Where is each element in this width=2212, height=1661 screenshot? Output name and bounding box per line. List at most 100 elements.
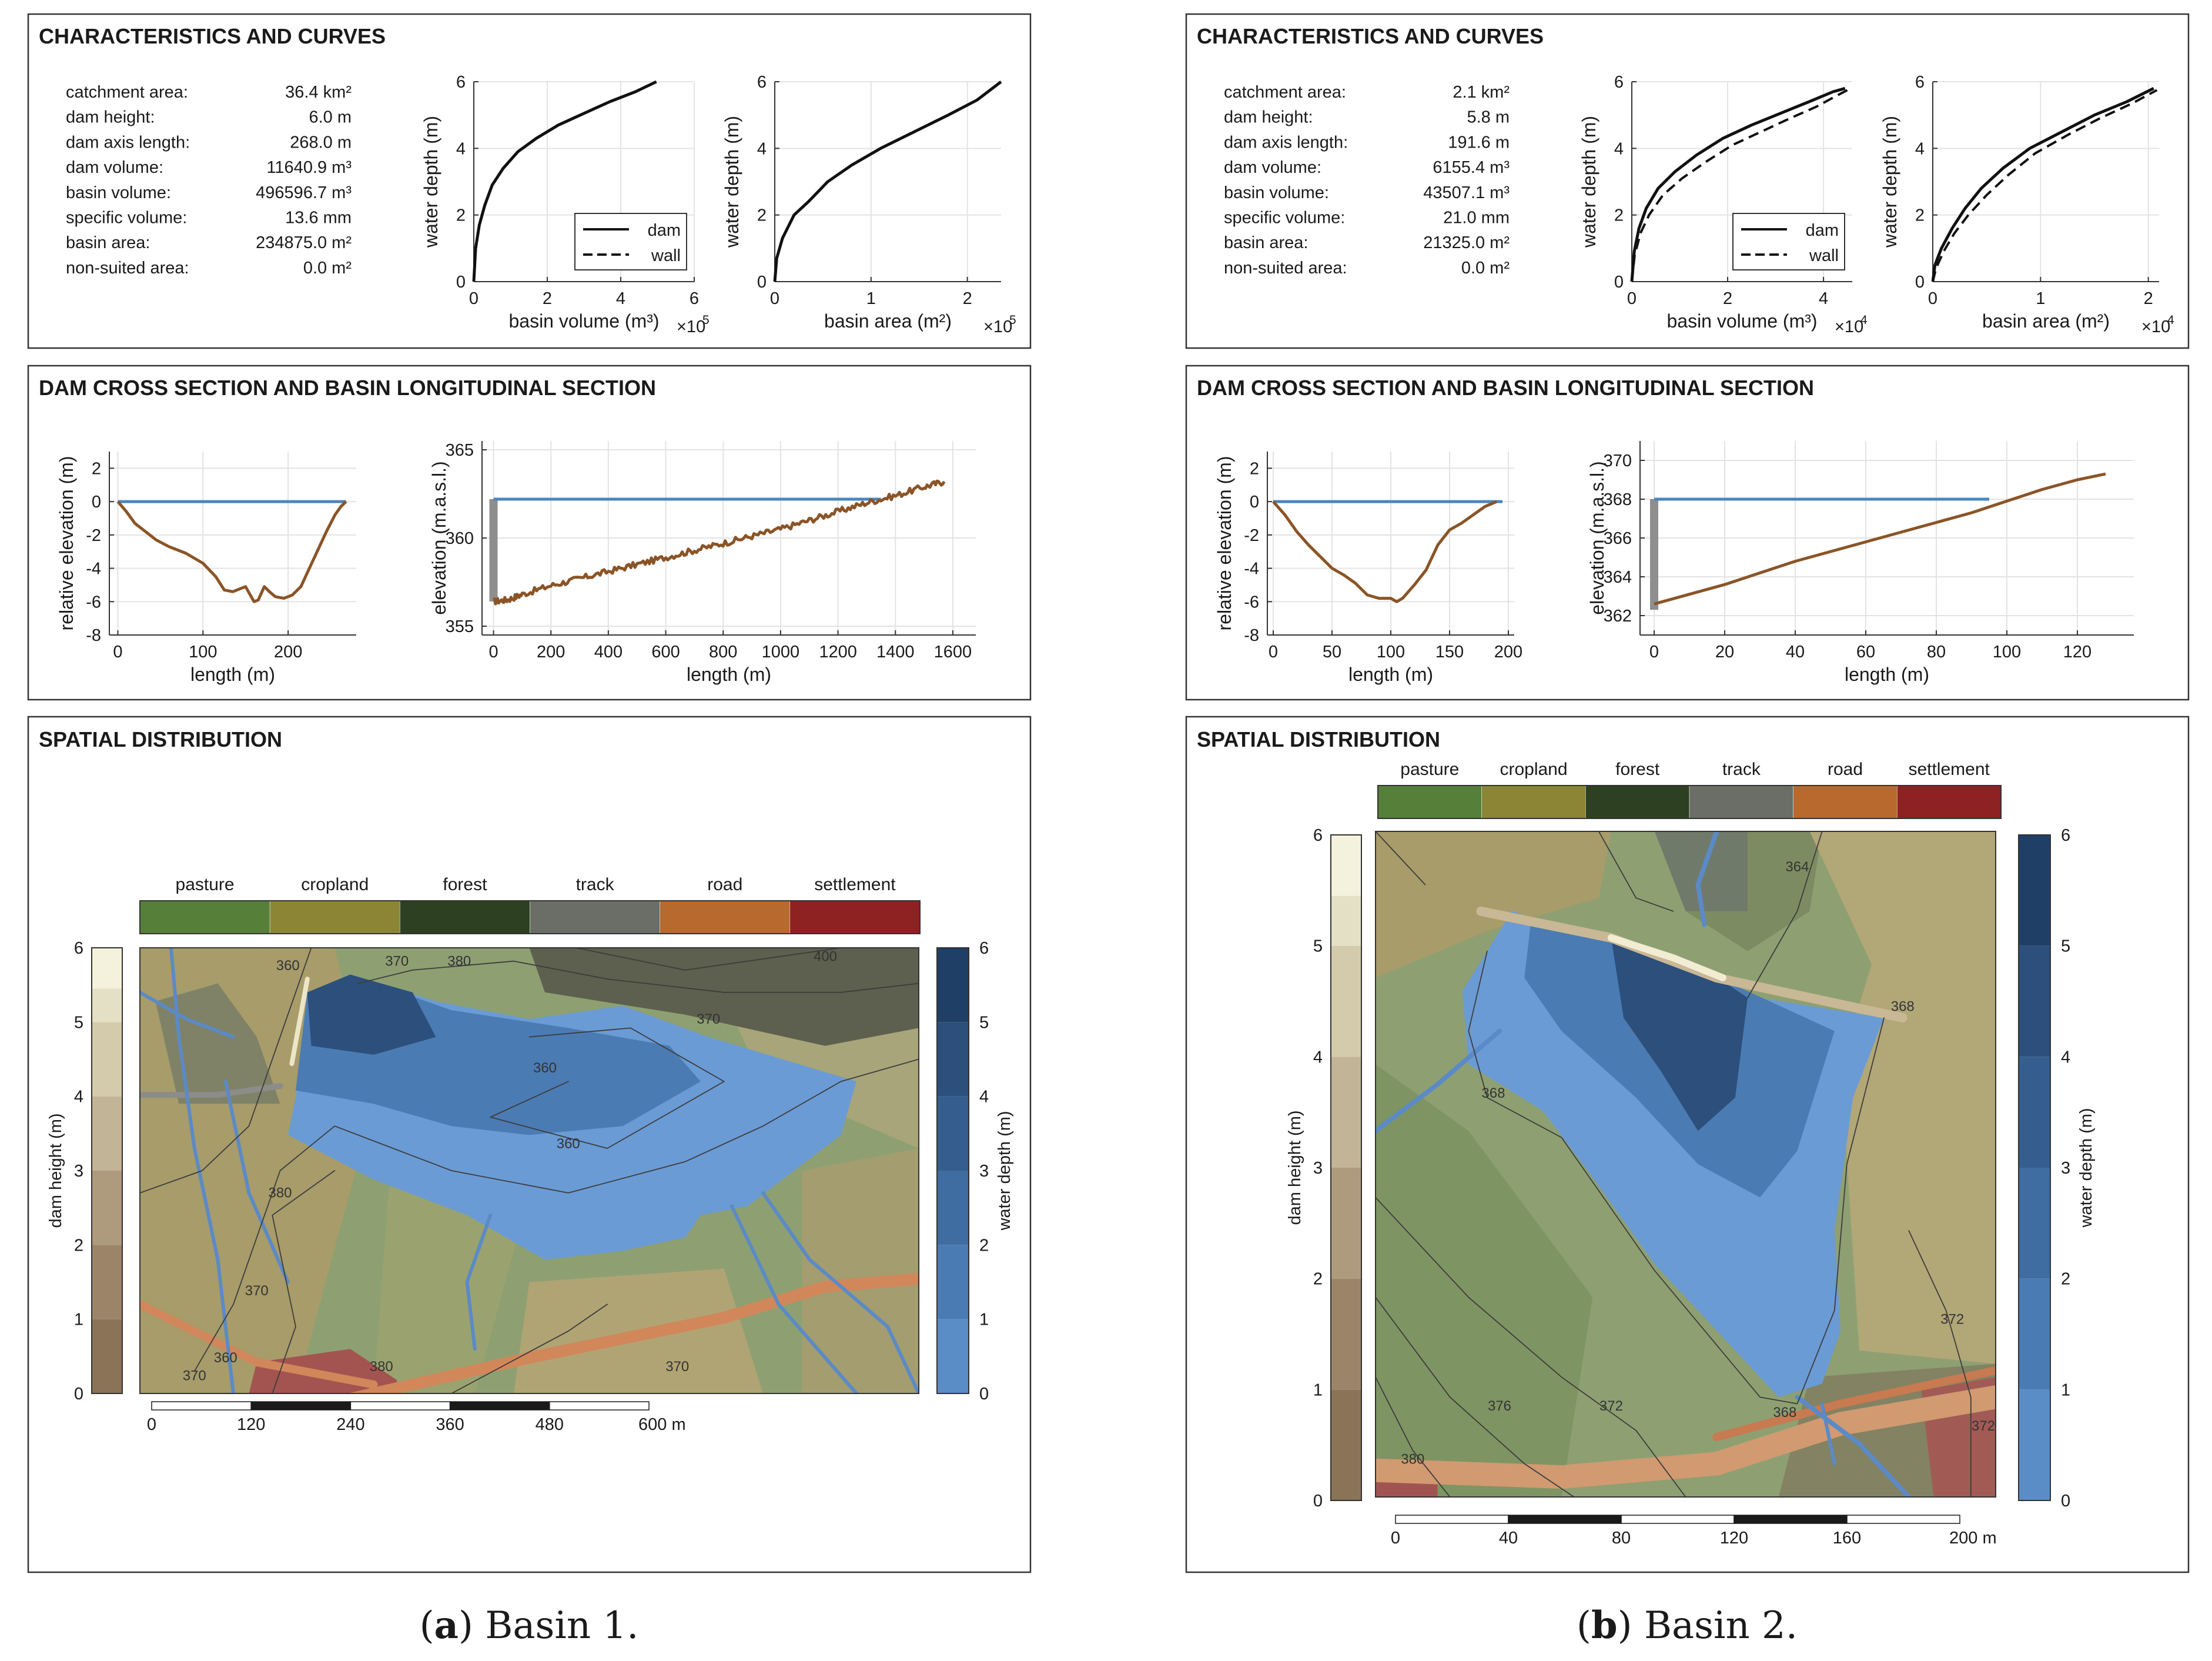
contour-label: 360	[557, 1136, 580, 1152]
basin-map: 364 368 368 368 372 376 380 372 372	[1376, 831, 1996, 1497]
contour-line	[272, 1170, 336, 1393]
land-use-label-pasture: pasture	[1400, 760, 1459, 779]
axis-exponent-power: 4	[1860, 313, 1868, 327]
longitudinal-section-chart: 0 20 40 60 80 100 120 362 364 366 368 370 length (m)…	[1587, 441, 2134, 685]
land-use-swatch-road	[660, 900, 791, 934]
series-wall-line	[1932, 89, 2158, 282]
land-use-label-settlement: settlement	[1908, 760, 1990, 779]
x-tick-label: 1	[2036, 289, 2045, 308]
y-tick-label: 2	[1915, 206, 1925, 225]
contour-label: 400	[814, 949, 837, 965]
y-tick-label: 0	[1250, 493, 1259, 512]
contour-line	[1468, 950, 1885, 1405]
cross-section-chart: 0 50 100 150 200 2 0 -2 -4 -6 -8 length (m) relative…	[1214, 452, 1522, 685]
axis-exponent: ×10	[983, 318, 1012, 336]
sections-box: DAM CROSS SECTION AND BASIN LONGITUDINAL…	[27, 365, 1032, 701]
scale-segment	[1621, 1515, 1735, 1524]
contour-label: 360	[214, 1350, 237, 1366]
stat-value: 11640.9 m³	[266, 158, 352, 177]
contour-label: 372	[1940, 1312, 1964, 1328]
land-use-frame	[1377, 785, 2002, 819]
stream-line	[1376, 1028, 1502, 1134]
stream-line	[1820, 1402, 1836, 1466]
water-depth-tick: 0	[979, 1385, 989, 1403]
land-use-label-forest: forest	[1615, 760, 1660, 779]
volume-curve-chart: 0 2 4 6 0 2 4 6 basin volume (m³) water depth (m)…	[420, 73, 710, 336]
contour-label: 380	[268, 1185, 292, 1201]
dam-height-tick: 5	[74, 1013, 83, 1032]
x-tick-label: 150	[1435, 643, 1464, 661]
stream-line	[169, 948, 235, 1393]
x-axis-label: length (m)	[1845, 664, 1929, 685]
water-depth-tick: 5	[979, 1013, 989, 1032]
land-use-label-forest: forest	[443, 875, 487, 894]
x-tick-label: 80	[1927, 643, 1946, 661]
cross-section-chart: 0 100 200 2 0 -2 -4 -6 -8 length (m) relative elev…	[56, 452, 356, 685]
axis-exponent: ×10	[2141, 318, 2170, 336]
x-tick-label: 20	[1715, 643, 1734, 661]
x-tick-label: 1600	[934, 643, 972, 661]
contour-label: 370	[183, 1368, 206, 1383]
y-tick-label: -8	[1244, 626, 1259, 645]
x-axis-label: basin volume (m³)	[1666, 310, 1817, 332]
x-tick-label: 1000	[762, 643, 800, 661]
stat-value: 6155.4 m³	[1433, 158, 1510, 177]
stat-label: specific volume:	[1224, 209, 1345, 228]
water-depth-tick: 0	[2061, 1492, 2070, 1510]
land-use-label-road: road	[1828, 760, 1863, 779]
characteristics-box: CHARACTERISTICS AND CURVES catchment area…	[1185, 13, 2190, 349]
x-axis-label: basin area (m²)	[1982, 310, 2110, 332]
axis-exponent-power: 5	[702, 313, 710, 327]
stat-label: specific volume:	[66, 209, 187, 228]
x-tick-label: 600	[651, 643, 680, 661]
map-frame	[1375, 831, 1996, 1498]
contour-label: 368	[1773, 1405, 1796, 1421]
contour-label: 364	[1785, 859, 1809, 875]
scale-tick-label: 600 m	[638, 1415, 686, 1434]
dam-height-segment	[92, 948, 122, 989]
y-tick-label: 6	[456, 73, 466, 92]
y-tick-label: 368	[1604, 490, 1632, 509]
longitudinal-section-chart: 0 200 400 600 800 1000 1200 1400 1600 355 360 365 le…	[429, 441, 976, 685]
water-depth-colorbar: 0 1 2 3 4 5 6 water depth (m)	[936, 939, 1014, 1403]
dam-height-segment	[1331, 1168, 1361, 1279]
y-tick-label: 6	[1614, 73, 1624, 92]
scale-tick-label: 40	[1499, 1529, 1518, 1548]
contour-line	[140, 948, 312, 1194]
dam-height-segment	[1331, 1057, 1361, 1168]
cropland-field	[1376, 831, 1611, 978]
y-axis-label: water depth (m)	[420, 116, 441, 248]
y-tick-label: 6	[1915, 73, 1925, 92]
water-depth-tick: 4	[979, 1088, 989, 1107]
y-tick-label: 2	[456, 206, 466, 225]
stat-label: dam axis length:	[1224, 133, 1348, 152]
dam-height-tick: 4	[74, 1088, 83, 1107]
contour-label: 360	[533, 1060, 557, 1076]
water-depth-tick: 5	[2061, 937, 2070, 956]
colorbar-frame	[91, 947, 123, 1394]
scale-bar: 0 120 240 360 480 600 m	[147, 1401, 686, 1434]
y-axis-label: water depth (m)	[721, 116, 742, 248]
land-use-legend: pasture cropland forest track road settlement	[1377, 760, 2002, 819]
section-title: SPATIAL DISTRIBUTION	[39, 727, 282, 751]
stat-label: dam axis length:	[66, 133, 190, 152]
y-axis-label: relative elevation (m)	[1214, 456, 1235, 631]
stat-value: 234875.0 m²	[256, 233, 352, 252]
legend: dam wall	[1732, 213, 1845, 270]
y-tick-label: 0	[1614, 273, 1624, 292]
land-use-label-settlement: settlement	[814, 875, 896, 894]
water-depth-tick: 1	[2061, 1381, 2070, 1399]
scale-tick-label: 120	[1720, 1529, 1748, 1548]
water-depth-segment	[2019, 1168, 2050, 1279]
x-axis-label: length (m)	[1348, 664, 1433, 685]
forest-area	[155, 983, 280, 1104]
legend-dam-label: dam	[648, 221, 681, 240]
land-use-label-cropland: cropland	[301, 875, 369, 894]
contour-label: 370	[385, 953, 409, 969]
dam-height-tick: 6	[1313, 826, 1323, 845]
section-title: DAM CROSS SECTION AND BASIN LONGITUDINAL…	[39, 376, 656, 400]
y-tick-label: 0	[456, 273, 466, 292]
panel-b: CHARACTERISTICS AND CURVES catchment area…	[1185, 13, 2190, 1647]
